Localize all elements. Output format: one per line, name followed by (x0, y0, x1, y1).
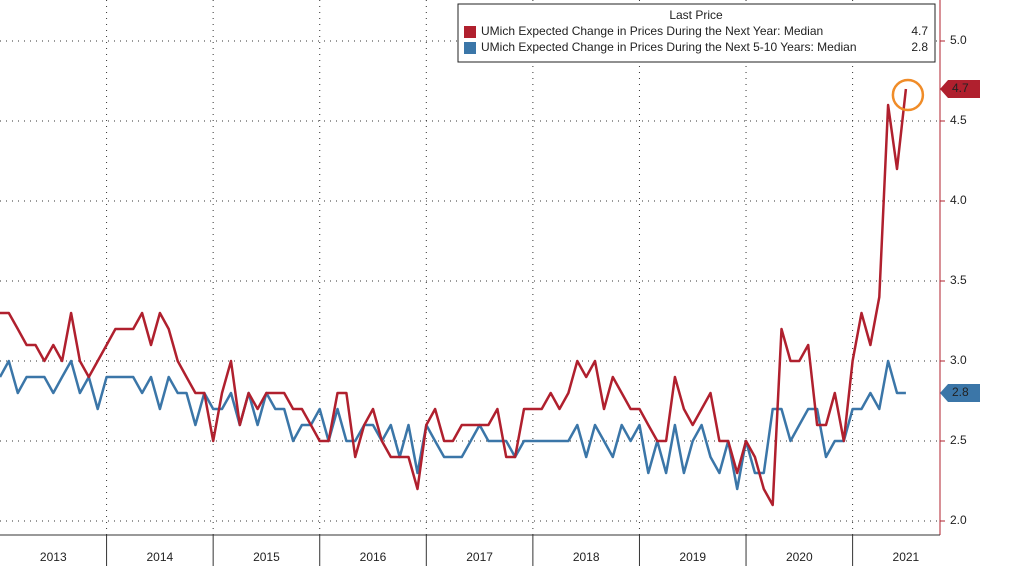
y-tick-label: 3.0 (950, 353, 967, 367)
legend-title: Last Price (669, 8, 723, 22)
last-value-tag (940, 384, 980, 402)
x-tick-label: 2021 (893, 550, 920, 564)
x-tick-label: 2019 (679, 550, 706, 564)
y-tick-label: 3.5 (950, 273, 967, 287)
legend-swatch (464, 26, 476, 38)
series-line (0, 359, 906, 491)
y-tick-label: 4.5 (950, 113, 967, 127)
x-tick-label: 2018 (573, 550, 600, 564)
x-tick-label: 2020 (786, 550, 813, 564)
y-tick-label: 4.0 (950, 193, 967, 207)
legend-value: 4.7 (911, 24, 928, 38)
legend-box (457, 3, 936, 63)
legend-value: 2.8 (911, 40, 928, 54)
y-tick-label: 5.0 (950, 33, 967, 47)
legend-label: UMich Expected Change in Prices During t… (481, 40, 857, 54)
series-line (0, 88, 908, 507)
x-tick-label: 2017 (466, 550, 493, 564)
last-value-tag (940, 80, 980, 98)
x-tick-label: 2016 (360, 550, 387, 564)
legend-label: UMich Expected Change in Prices During t… (481, 24, 823, 38)
highlight-circle (891, 78, 925, 112)
x-tick-label: 2013 (40, 550, 67, 564)
last-value-label: 2.8 (952, 385, 969, 399)
x-tick-label: 2014 (147, 550, 174, 564)
y-tick-label: 2.5 (950, 433, 967, 447)
last-value-label: 4.7 (952, 81, 969, 95)
legend-swatch (464, 42, 476, 54)
x-tick-label: 2015 (253, 550, 280, 564)
legend: Last Price UMich Expected Change in Price… (457, 3, 936, 63)
y-tick-label: 2.0 (950, 513, 967, 527)
